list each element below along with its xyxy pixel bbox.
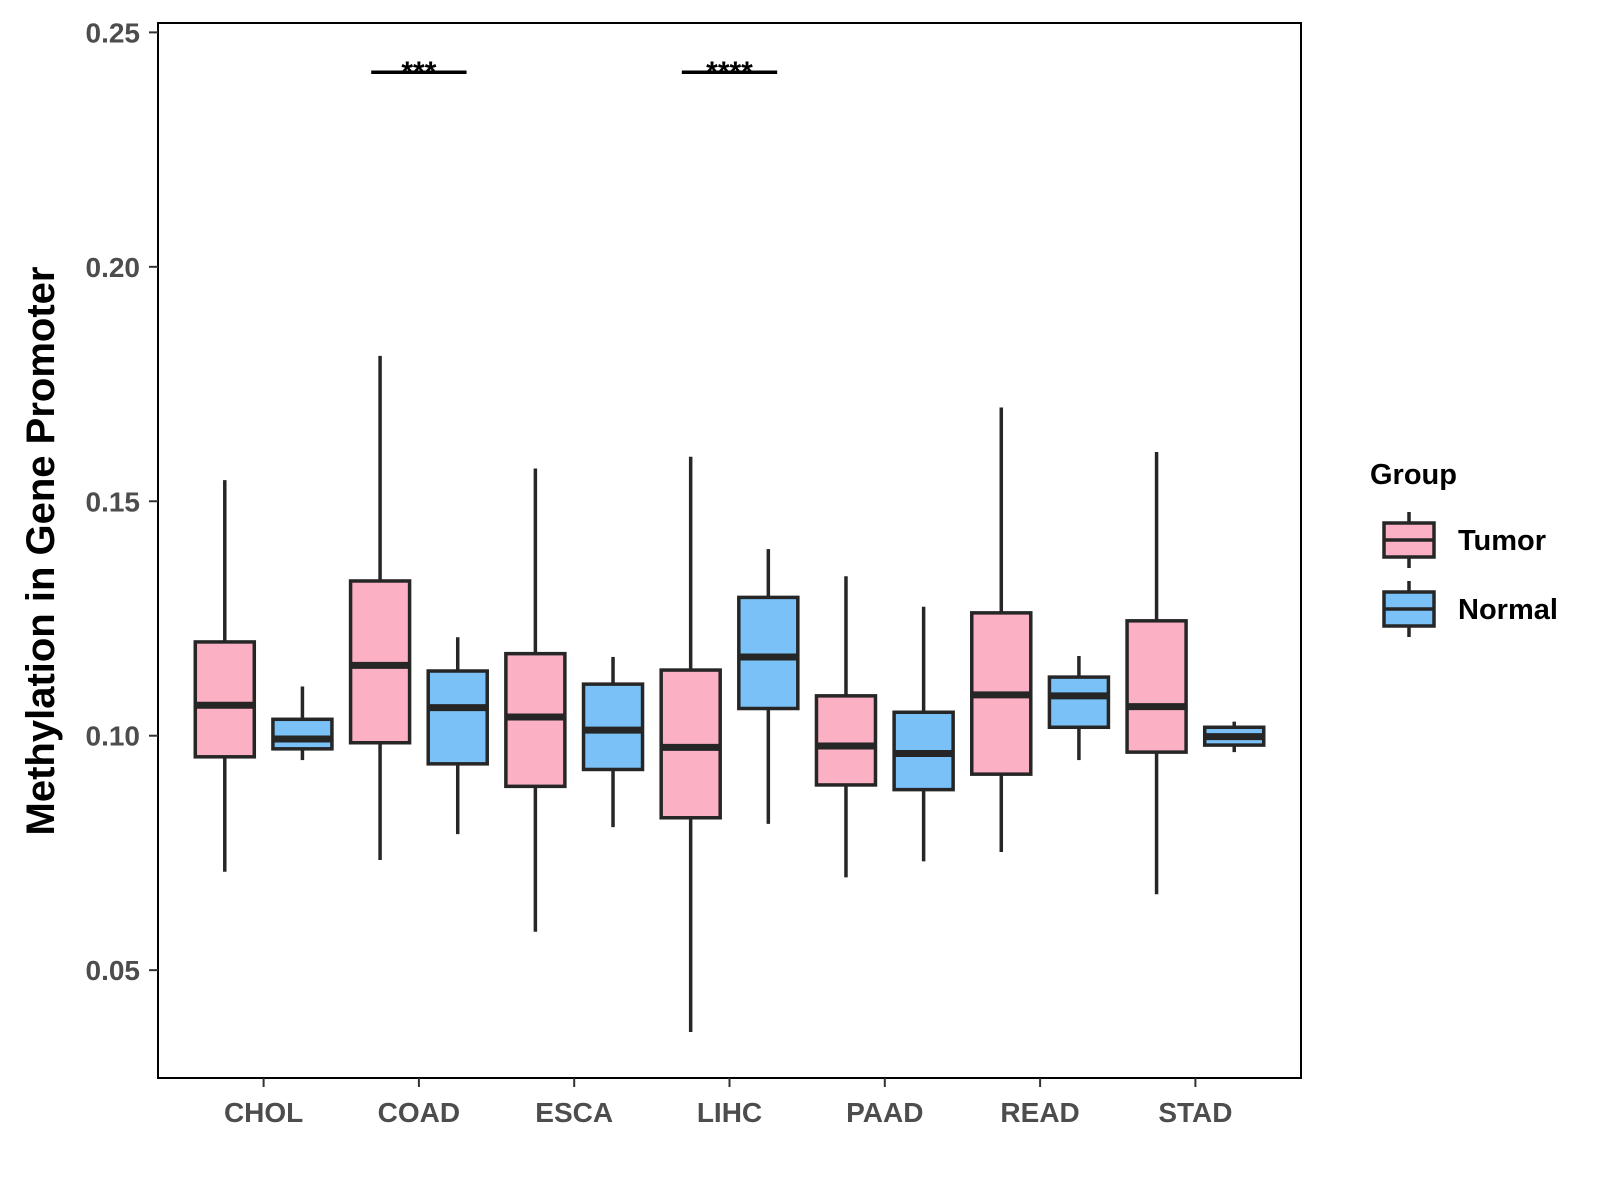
box-normal-coad (426, 637, 489, 835)
box-tumor-esca (504, 468, 567, 932)
legend-item-tumor: Tumor (1382, 512, 1546, 568)
box-tumor-read (970, 407, 1033, 852)
box-body (271, 717, 334, 751)
y-axis: 0.05 0.10 0.15 0.20 0.25 (86, 17, 158, 986)
boxes-layer (193, 355, 1266, 1033)
legend-item-normal: Normal (1382, 581, 1558, 637)
legend-label: Tumor (1458, 525, 1546, 557)
x-tick-label-coad: COAD (378, 1097, 460, 1128)
significance-label: *** (401, 56, 436, 89)
plot-panel (157, 22, 1302, 1079)
x-tick-label-lihc: LIHC (697, 1097, 762, 1128)
box-body (348, 579, 412, 745)
box-normal-esca (581, 656, 645, 828)
x-tick-label-read: READ (1000, 1097, 1079, 1128)
box-tumor-paad (814, 576, 878, 878)
x-tick-label-esca: ESCA (535, 1097, 613, 1128)
box-normal-read (1047, 656, 1111, 761)
box-body (193, 640, 257, 759)
box-body (426, 669, 489, 766)
box-body (1125, 619, 1188, 754)
box-body (814, 694, 878, 787)
legend-title: Group (1370, 459, 1457, 491)
box-body (659, 668, 722, 820)
y-axis-title: Methylation in Gene Promoter (19, 267, 63, 836)
box-normal-stad (1202, 721, 1266, 753)
y-tick-label: 0.05 (86, 955, 141, 986)
box-tumor-lihc (659, 456, 722, 1033)
y-tick-label: 0.25 (86, 17, 141, 48)
legend: Group Tumor Normal (1370, 459, 1558, 637)
box-normal-paad (892, 606, 955, 862)
y-tick-label: 0.20 (86, 252, 141, 283)
x-tick-label-stad: STAD (1158, 1097, 1232, 1128)
box-tumor-stad (1125, 452, 1188, 895)
legend-label: Normal (1458, 594, 1558, 626)
y-tick-label: 0.15 (86, 486, 141, 517)
x-axis: CHOL COAD ESCA LIHC PAAD READ STAD (224, 1078, 1232, 1128)
box-tumor-chol (193, 480, 257, 872)
significance-annotations: *** **** (371, 56, 778, 89)
x-tick-label-paad: PAAD (846, 1097, 923, 1128)
box-body (1047, 675, 1111, 730)
significance-label: **** (706, 56, 753, 89)
y-tick-label: 0.10 (86, 721, 141, 752)
box-tumor-coad (348, 355, 412, 860)
box-body (737, 595, 800, 711)
box-normal-chol (271, 686, 334, 761)
x-tick-label-chol: CHOL (224, 1097, 303, 1128)
box-normal-lihc (737, 549, 800, 824)
